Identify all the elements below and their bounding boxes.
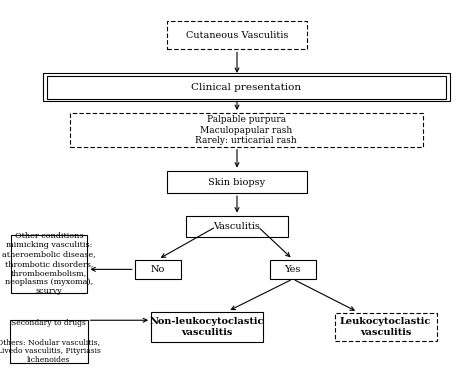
FancyBboxPatch shape [270,260,316,279]
FancyBboxPatch shape [10,320,88,363]
FancyBboxPatch shape [43,73,450,102]
FancyBboxPatch shape [167,171,307,193]
FancyBboxPatch shape [46,76,446,99]
FancyBboxPatch shape [335,313,437,341]
Text: Other conditions
mimicking vasculitis:
atheroembolic disease,
thrombotic disorde: Other conditions mimicking vasculitis: a… [2,232,96,295]
Text: Clinical presentation: Clinical presentation [191,83,301,92]
Text: Leukocytoclastic
vasculitis: Leukocytoclastic vasculitis [340,317,431,337]
FancyBboxPatch shape [135,260,181,279]
Text: Vasculitis: Vasculitis [214,222,260,231]
FancyBboxPatch shape [167,22,307,49]
FancyBboxPatch shape [70,113,423,147]
FancyBboxPatch shape [10,235,87,293]
Text: Palpable purpura
Maculopapular rash
Rarely: urticarial rash: Palpable purpura Maculopapular rash Rare… [195,115,297,145]
Text: Non-leukocytoclastic
vasculitis: Non-leukocytoclastic vasculitis [150,317,264,337]
Text: No: No [151,265,165,274]
FancyBboxPatch shape [151,312,263,342]
FancyBboxPatch shape [186,216,288,237]
Text: Yes: Yes [284,265,301,274]
Text: Skin biopsy: Skin biopsy [209,178,265,186]
Text: Secondary to drugs

Others: Nodular vasculitis,
Livedo vasculitis, Pityriasis
li: Secondary to drugs Others: Nodular vascu… [0,319,101,364]
Text: Cutaneous Vasculitis: Cutaneous Vasculitis [186,31,288,40]
